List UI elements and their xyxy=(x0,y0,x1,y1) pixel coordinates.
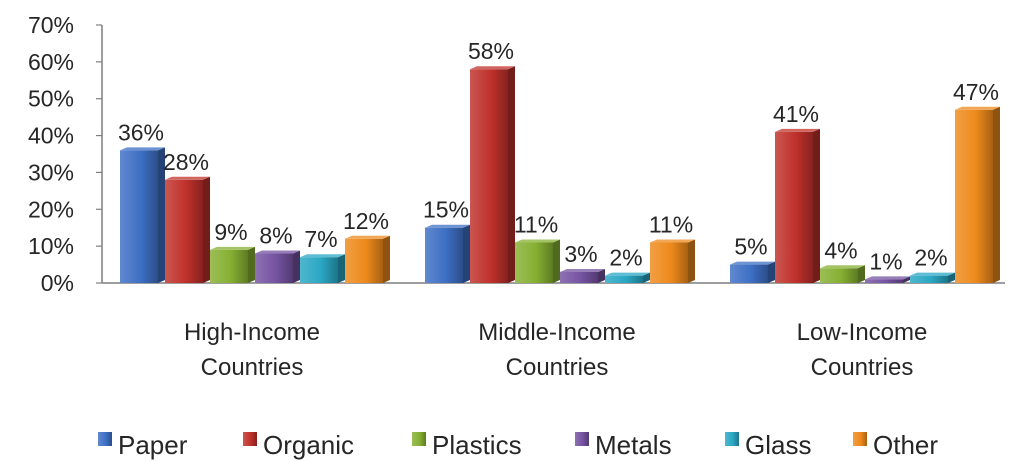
legend-item-glass: Glass xyxy=(725,430,811,460)
legend-label: Organic xyxy=(263,430,354,460)
data-label: 1% xyxy=(869,248,902,274)
legend-label: Glass xyxy=(745,430,811,460)
data-label: 2% xyxy=(914,245,947,271)
data-label: 28% xyxy=(163,149,209,175)
data-label: 7% xyxy=(304,226,337,252)
legend-label: Other xyxy=(873,430,938,460)
legend-label: Metals xyxy=(595,430,672,460)
data-label: 47% xyxy=(953,79,999,105)
data-label: 41% xyxy=(773,101,819,127)
bar-other-1 xyxy=(345,235,390,283)
bar-other-3 xyxy=(955,106,1000,284)
data-label: 12% xyxy=(343,208,389,234)
legend-item-plastics: Plastics xyxy=(412,430,522,460)
data-label: 4% xyxy=(824,237,857,263)
bar-metals-1 xyxy=(255,250,300,283)
legend-swatch xyxy=(575,432,589,446)
bar-organic-2 xyxy=(470,66,515,283)
bar-glass-1 xyxy=(300,254,345,283)
y-tick-label: 10% xyxy=(28,233,74,259)
data-label: 15% xyxy=(423,197,469,223)
bar-organic-1 xyxy=(165,176,210,283)
y-tick-label: 40% xyxy=(28,123,74,149)
bar-paper-1 xyxy=(120,147,165,283)
data-label: 2% xyxy=(609,245,642,271)
bar-paper-3 xyxy=(730,261,775,283)
y-tick-label: 20% xyxy=(28,196,74,222)
bar-plastics-2 xyxy=(515,239,560,283)
y-axis: 0% 10% 20% 30% 40% 50% 60% 70% xyxy=(28,12,1005,296)
category-label: High-Income Countries xyxy=(184,319,320,381)
category-label: Low-Income Countries xyxy=(797,319,928,381)
y-tick-label: 30% xyxy=(28,159,74,185)
bar-organic-3 xyxy=(775,128,820,283)
legend-swatch xyxy=(853,432,867,446)
category-labels: High-Income Countries Middle-Income Countri… xyxy=(184,319,927,381)
legend-item-paper: Paper xyxy=(98,430,188,460)
data-label: 36% xyxy=(118,119,164,145)
legend-label: Plastics xyxy=(432,430,522,460)
data-label: 58% xyxy=(468,38,514,64)
y-tick-label: 50% xyxy=(28,86,74,112)
legend-swatch xyxy=(243,432,257,446)
y-tick-label: 0% xyxy=(41,270,74,296)
bar-metals-3 xyxy=(865,276,910,283)
y-tick-label: 70% xyxy=(28,12,74,38)
bar-plastics-1 xyxy=(210,246,255,283)
data-labels: 36%28%9% 8% 7%12% 15%58%11%3% 2%11%5%41%4% 1%… xyxy=(118,38,999,274)
data-label: 5% xyxy=(734,234,767,260)
legend-swatch xyxy=(98,432,112,446)
legend-item-metals: Metals xyxy=(575,430,672,460)
data-label: 3% xyxy=(564,241,597,267)
bar-glass-2 xyxy=(605,272,650,283)
legend-swatch xyxy=(725,432,739,446)
bar-metals-2 xyxy=(560,268,605,283)
legend-swatch xyxy=(412,432,426,446)
data-label: 9% xyxy=(214,219,247,245)
data-label: 11% xyxy=(649,211,693,237)
legend: Paper Organic Plastics Metals Glass Other xyxy=(98,430,938,460)
bar-paper-2 xyxy=(425,224,470,283)
data-label: 8% xyxy=(259,223,292,249)
data-label: 11% xyxy=(514,211,558,237)
bars xyxy=(120,66,1000,284)
category-label: Middle-Income Countries xyxy=(478,319,635,381)
legend-item-organic: Organic xyxy=(243,430,354,460)
bar-plastics-3 xyxy=(820,265,865,283)
legend-label: Paper xyxy=(118,430,188,460)
bar-other-2 xyxy=(650,239,695,283)
legend-item-other: Other xyxy=(853,430,938,460)
y-tick-label: 60% xyxy=(28,49,74,75)
bar-glass-3 xyxy=(910,272,955,283)
